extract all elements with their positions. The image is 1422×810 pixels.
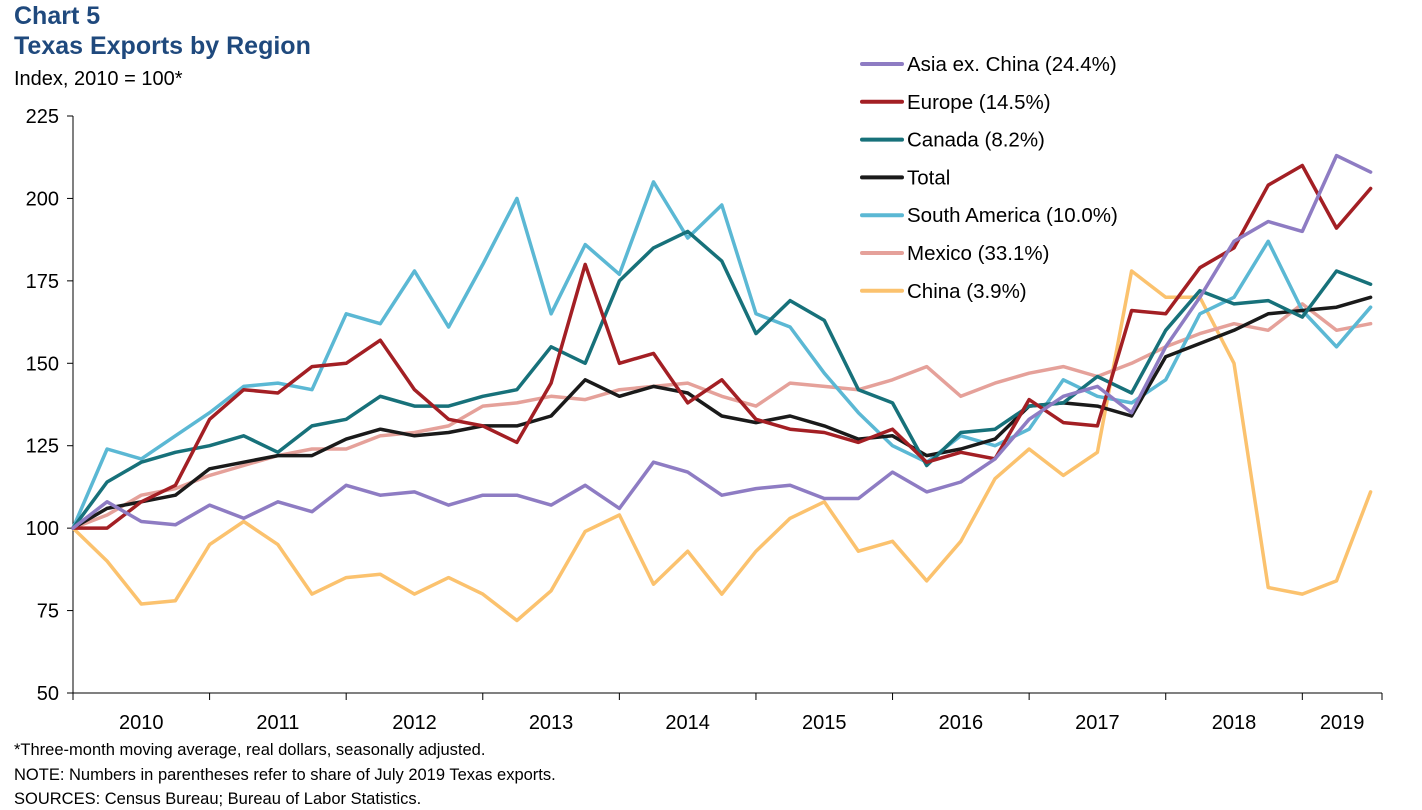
x-axis: 2010 2011 2012 2013 2014 2015 2016 2017 2018 2019 <box>72 692 1383 734</box>
x-tick-label: 2012 <box>392 712 437 734</box>
series-line-europe <box>71 163 1373 530</box>
legend-label: Total <box>907 166 950 189</box>
series-line-asia <box>71 153 1373 530</box>
chart-label: Chart 5 <box>14 2 101 30</box>
y-tick-label: 100 <box>26 518 59 540</box>
chart-title: Texas Exports by Region <box>14 32 311 60</box>
series-line-china <box>71 269 1373 623</box>
legend-label: Europe (14.5%) <box>907 91 1051 114</box>
sources: SOURCES: Census Bureau; Bureau of Labor … <box>14 790 422 808</box>
legend: Asia ex. China (24.4%) Europe (14.5%) Cana… <box>860 53 1118 303</box>
legend-label: China (3.9%) <box>907 280 1027 303</box>
x-tick-label: 2014 <box>665 712 710 734</box>
footnote: *Three-month moving average, real dollar… <box>14 741 486 759</box>
y-tick-label: 75 <box>37 601 59 623</box>
y-tick-label: 50 <box>37 683 59 705</box>
y-tick-label: 200 <box>26 188 59 210</box>
y-axis-unit-label: Index, 2010 = 100* <box>14 68 183 90</box>
legend-label: Mexico (33.1%) <box>907 242 1049 265</box>
x-tick-label: 2013 <box>529 712 574 734</box>
series-line-south <box>71 180 1373 530</box>
note: NOTE: Numbers in parentheses refer to sh… <box>14 766 556 784</box>
y-tick-label: 150 <box>26 353 59 375</box>
x-tick-label: 2016 <box>939 712 984 734</box>
y-axis: 50 75 100 125 150 175 200 225 <box>26 106 74 705</box>
x-tick-label: 2018 <box>1212 712 1257 734</box>
y-tick-label: 175 <box>26 271 59 293</box>
legend-label: South America (10.0%) <box>907 204 1118 227</box>
y-tick-label: 225 <box>26 106 59 128</box>
legend-label: Canada (8.2%) <box>907 129 1045 152</box>
series-line-total <box>71 295 1373 530</box>
legend-label: Asia ex. China (24.4%) <box>907 53 1117 76</box>
x-tick-label: 2011 <box>256 712 299 734</box>
series-line-canada <box>71 229 1373 530</box>
x-tick-label: 2019 <box>1320 712 1365 734</box>
series-layer <box>71 153 1373 623</box>
y-tick-label: 125 <box>26 436 59 458</box>
x-tick-label: 2017 <box>1075 712 1120 734</box>
x-tick-label: 2015 <box>802 712 847 734</box>
x-tick-label: 2010 <box>119 712 164 734</box>
